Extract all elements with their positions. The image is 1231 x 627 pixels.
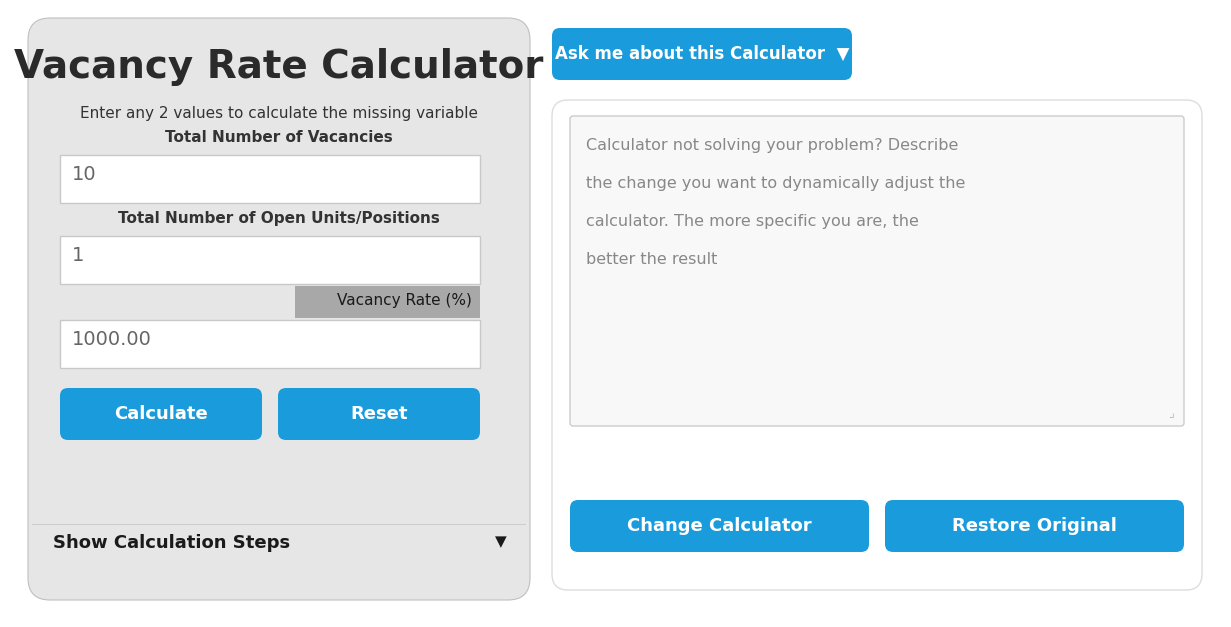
Text: Vacancy Rate (%): Vacancy Rate (%) [337,293,471,308]
Text: calculator. The more specific you are, the: calculator. The more specific you are, t… [586,214,918,229]
Bar [60,155,480,203]
Text: Enter any 2 values to calculate the missing variable: Enter any 2 values to calculate the miss… [80,106,478,121]
Text: ⌟: ⌟ [1168,407,1174,420]
Bar [60,320,480,368]
Text: Vacancy Rate Calculator: Vacancy Rate Calculator [15,48,544,86]
FancyBboxPatch shape [551,100,1201,590]
Text: Ask me about this Calculator  ▼: Ask me about this Calculator ▼ [555,45,849,63]
Bar [295,286,480,318]
FancyBboxPatch shape [278,388,480,440]
FancyBboxPatch shape [570,500,869,552]
Text: Restore Original: Restore Original [952,517,1117,535]
Text: Change Calculator: Change Calculator [627,517,811,535]
FancyBboxPatch shape [28,18,531,600]
FancyBboxPatch shape [60,388,262,440]
Text: 1000.00: 1000.00 [71,330,151,349]
Text: ▼: ▼ [495,534,507,549]
Bar [60,236,480,284]
Text: better the result: better the result [586,252,718,267]
Text: Reset: Reset [351,405,407,423]
FancyBboxPatch shape [885,500,1184,552]
Text: 1: 1 [71,246,85,265]
Text: Calculate: Calculate [114,405,208,423]
Text: Show Calculation Steps: Show Calculation Steps [53,534,291,552]
Text: 10: 10 [71,165,96,184]
FancyBboxPatch shape [551,28,852,80]
FancyBboxPatch shape [570,116,1184,426]
Bar [32,524,526,525]
Text: Total Number of Vacancies: Total Number of Vacancies [165,130,393,145]
Text: Total Number of Open Units/Positions: Total Number of Open Units/Positions [118,211,439,226]
Text: Calculator not solving your problem? Describe: Calculator not solving your problem? Des… [586,138,959,153]
Text: the change you want to dynamically adjust the: the change you want to dynamically adjus… [586,176,965,191]
